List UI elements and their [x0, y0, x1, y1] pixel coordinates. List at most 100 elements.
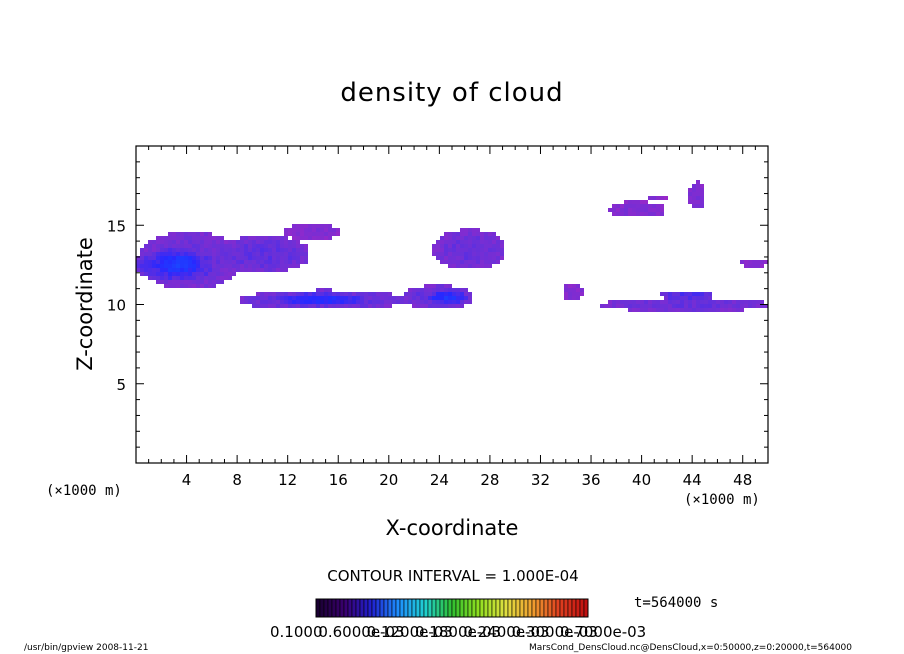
density-cell — [260, 304, 264, 308]
density-cell — [632, 212, 636, 216]
density-cell — [296, 292, 300, 296]
density-cell — [464, 228, 468, 232]
density-cell — [192, 252, 196, 256]
density-cell — [664, 308, 668, 312]
density-cell — [496, 236, 500, 240]
density-cell — [472, 244, 476, 248]
density-cell — [300, 304, 304, 308]
density-cell — [368, 292, 372, 296]
density-cell — [744, 300, 748, 304]
density-cell — [304, 228, 308, 232]
density-cell — [184, 256, 188, 260]
x-tick-label: 28 — [480, 471, 499, 489]
density-cell — [424, 288, 428, 292]
density-cell — [200, 264, 204, 268]
density-cell — [696, 296, 700, 300]
density-cell — [432, 288, 436, 292]
density-cell — [184, 232, 188, 236]
density-cell — [632, 300, 636, 304]
density-cell — [484, 252, 488, 256]
density-cell — [152, 264, 156, 268]
density-cell — [156, 268, 160, 272]
density-cell — [188, 248, 192, 252]
density-cell — [484, 232, 488, 236]
density-cell — [272, 264, 276, 268]
density-cell — [292, 296, 296, 300]
density-cell — [208, 276, 212, 280]
density-cell — [144, 256, 148, 260]
density-cell — [160, 240, 164, 244]
x-unit-left: (×1000 m) — [46, 483, 122, 499]
density-cell — [284, 292, 288, 296]
density-cell — [276, 256, 280, 260]
density-cell — [444, 244, 448, 248]
density-cell — [224, 276, 228, 280]
density-cell — [248, 256, 252, 260]
colorbar-swatch — [543, 598, 549, 618]
density-cell — [180, 272, 184, 276]
density-cell — [160, 260, 164, 264]
density-cell — [648, 204, 652, 208]
colorbar-label: 0.7000e-03 — [560, 623, 647, 641]
density-cell — [336, 300, 340, 304]
density-cell — [196, 240, 200, 244]
density-cell — [692, 196, 696, 200]
density-cell — [500, 240, 504, 244]
density-cell — [568, 284, 572, 288]
density-cell — [764, 304, 768, 308]
density-cell — [296, 228, 300, 232]
density-cell — [192, 264, 196, 268]
density-cell — [168, 236, 172, 240]
density-cell — [220, 256, 224, 260]
density-cell — [172, 256, 176, 260]
density-cell — [368, 304, 372, 308]
density-cell — [304, 248, 308, 252]
density-cell — [440, 236, 444, 240]
density-cell — [688, 196, 692, 200]
colorbar-swatch — [523, 598, 529, 618]
density-cell — [612, 212, 616, 216]
density-cell — [624, 204, 628, 208]
density-cell — [236, 268, 240, 272]
density-cell — [288, 232, 292, 236]
density-cell — [228, 240, 232, 244]
density-cell — [288, 304, 292, 308]
density-cell — [296, 240, 300, 244]
density-cell — [276, 292, 280, 296]
density-cell — [468, 252, 472, 256]
density-cell — [204, 252, 208, 256]
density-cell — [228, 276, 232, 280]
density-cell — [360, 300, 364, 304]
density-cell — [308, 228, 312, 232]
density-cell — [260, 268, 264, 272]
density-cell — [364, 292, 368, 296]
density-cell — [496, 244, 500, 248]
density-cell — [672, 308, 676, 312]
density-cell — [204, 236, 208, 240]
density-cell — [216, 264, 220, 268]
density-cell — [748, 304, 752, 308]
density-cell — [340, 300, 344, 304]
density-cell — [708, 300, 712, 304]
density-cell — [320, 292, 324, 296]
density-cell — [300, 252, 304, 256]
colorbar-swatch — [463, 598, 469, 618]
density-cell — [620, 304, 624, 308]
density-cell — [172, 260, 176, 264]
density-cell — [332, 296, 336, 300]
density-cell — [216, 252, 220, 256]
density-cell — [268, 260, 272, 264]
density-cell — [708, 304, 712, 308]
density-cell — [292, 292, 296, 296]
density-cell — [300, 296, 304, 300]
density-cell — [316, 228, 320, 232]
density-cell — [648, 196, 652, 200]
density-cell — [284, 268, 288, 272]
density-cell — [292, 224, 296, 228]
density-cell — [476, 264, 480, 268]
density-cell — [248, 296, 252, 300]
density-cell — [260, 260, 264, 264]
density-cell — [444, 240, 448, 244]
density-cell — [440, 300, 444, 304]
density-cell — [200, 260, 204, 264]
